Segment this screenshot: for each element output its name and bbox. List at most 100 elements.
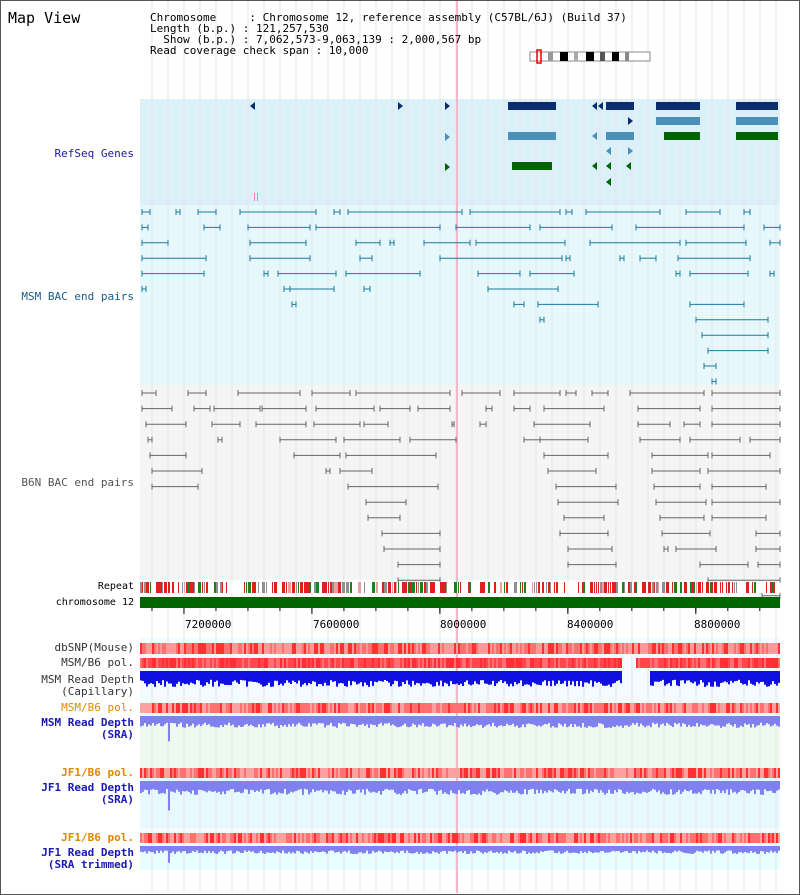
- polymorphism-cell: [474, 658, 476, 668]
- polymorphism-cell: [652, 658, 654, 668]
- polymorphism-cell: [446, 643, 448, 654]
- read-depth-bar: [604, 846, 606, 853]
- read-depth-bar: [366, 781, 368, 789]
- polymorphism-cell: [338, 703, 340, 713]
- polymorphism-cell: [670, 833, 672, 843]
- read-depth-bar: [440, 781, 442, 790]
- read-depth-bar: [542, 716, 544, 726]
- refseq-gene: [606, 132, 634, 140]
- read-depth-bar: [502, 846, 504, 854]
- polymorphism-cell: [298, 643, 300, 654]
- read-depth-bar: [708, 846, 710, 851]
- read-depth-bar: [544, 781, 546, 792]
- polymorphism-cell: [468, 768, 470, 778]
- polymorphism-cell: [386, 768, 388, 778]
- read-depth-bar: [496, 846, 498, 852]
- polymorphism-cell: [158, 703, 160, 713]
- read-depth-bar: [468, 781, 470, 790]
- polymorphism-cell: [384, 768, 386, 778]
- read-depth-bar: [178, 671, 180, 682]
- polymorphism-cell: [286, 658, 288, 668]
- polymorphism-cell: [530, 643, 532, 654]
- read-depth-bar: [460, 716, 462, 725]
- read-depth-bar: [192, 671, 194, 684]
- polymorphism-cell: [284, 833, 286, 843]
- polymorphism-cell: [456, 658, 458, 668]
- read-depth-bar: [372, 671, 374, 686]
- polymorphism-cell: [588, 768, 590, 778]
- polymorphism-cell: [674, 703, 676, 713]
- polymorphism-cell: [608, 833, 610, 843]
- read-depth-bar: [598, 781, 600, 793]
- polymorphism-cell: [504, 658, 506, 668]
- polymorphism-cell: [696, 643, 698, 654]
- b6n-bac-label[interactable]: B6N BAC end pairs: [21, 476, 134, 489]
- polymorphism-cell: [756, 833, 758, 843]
- polymorphism-cell: [192, 833, 194, 843]
- polymorphism-cell: [528, 768, 530, 778]
- polymorphism-cell: [504, 703, 506, 713]
- refseq-genes-label[interactable]: RefSeq Genes: [54, 147, 134, 160]
- read-depth-bar: [346, 781, 348, 792]
- polymorphism-cell: [612, 643, 614, 654]
- polymorphism-cell: [452, 833, 454, 843]
- read-depth-bar: [378, 781, 380, 792]
- polymorphism-cell: [482, 643, 484, 654]
- read-depth-bar: [286, 671, 288, 681]
- polymorphism-cell: [596, 643, 598, 654]
- read-depth-bar: [302, 846, 304, 854]
- read-depth-bar: [266, 716, 268, 724]
- read-depth-bar: [150, 781, 152, 790]
- polymorphism-cell: [146, 703, 148, 713]
- polymorphism-cell: [652, 643, 654, 654]
- read-depth-bar: [548, 671, 550, 682]
- read-depth-bar: [536, 716, 538, 727]
- read-depth-bar: [466, 671, 468, 681]
- polymorphism-cell: [698, 643, 700, 654]
- polymorphism-cell: [474, 768, 476, 778]
- read-depth-bar: [292, 846, 294, 853]
- read-depth-bar: [460, 781, 462, 794]
- read-depth-bar: [356, 846, 358, 854]
- read-depth-bar: [462, 781, 464, 793]
- polymorphism-cell: [736, 703, 738, 713]
- polymorphism-cell: [270, 833, 272, 843]
- polymorphism-cell: [488, 703, 490, 713]
- read-depth-bar: [542, 781, 544, 794]
- read-depth-bar: [218, 846, 220, 853]
- polymorphism-cell: [394, 658, 396, 668]
- polymorphism-cell: [656, 703, 658, 713]
- read-depth-bar: [536, 671, 538, 685]
- repeat-element: [766, 582, 767, 593]
- read-depth-bar: [496, 671, 498, 684]
- read-depth-bar: [296, 716, 298, 725]
- polymorphism-cell: [204, 703, 206, 713]
- polymorphism-cell: [208, 658, 210, 668]
- polymorphism-cell: [222, 643, 224, 654]
- read-depth-bar: [504, 716, 506, 727]
- read-depth-bar: [498, 671, 500, 682]
- polymorphism-cell: [450, 658, 452, 668]
- read-depth-bar: [298, 716, 300, 723]
- polymorphism-cell: [460, 643, 462, 654]
- polymorphism-cell: [334, 643, 336, 654]
- polymorphism-cell: [560, 768, 562, 778]
- polymorphism-cell: [214, 658, 216, 668]
- read-depth-bar: [280, 671, 282, 684]
- polymorphism-cell: [178, 703, 180, 713]
- read-depth-bar: [388, 781, 390, 791]
- polymorphism-cell: [664, 703, 666, 713]
- read-depth-bar: [228, 671, 230, 686]
- polymorphism-cell: [560, 833, 562, 843]
- msm-bac-label[interactable]: MSM BAC end pairs: [21, 290, 134, 303]
- polymorphism-cell: [212, 658, 214, 668]
- polymorphism-cell: [734, 768, 736, 778]
- read-depth-bar: [762, 846, 764, 852]
- read-depth-bar: [232, 716, 234, 725]
- polymorphism-cell: [630, 833, 632, 843]
- read-depth-bar: [662, 671, 664, 680]
- polymorphism-cell: [498, 643, 500, 654]
- repeat-element: [346, 582, 349, 593]
- polymorphism-cell: [292, 833, 294, 843]
